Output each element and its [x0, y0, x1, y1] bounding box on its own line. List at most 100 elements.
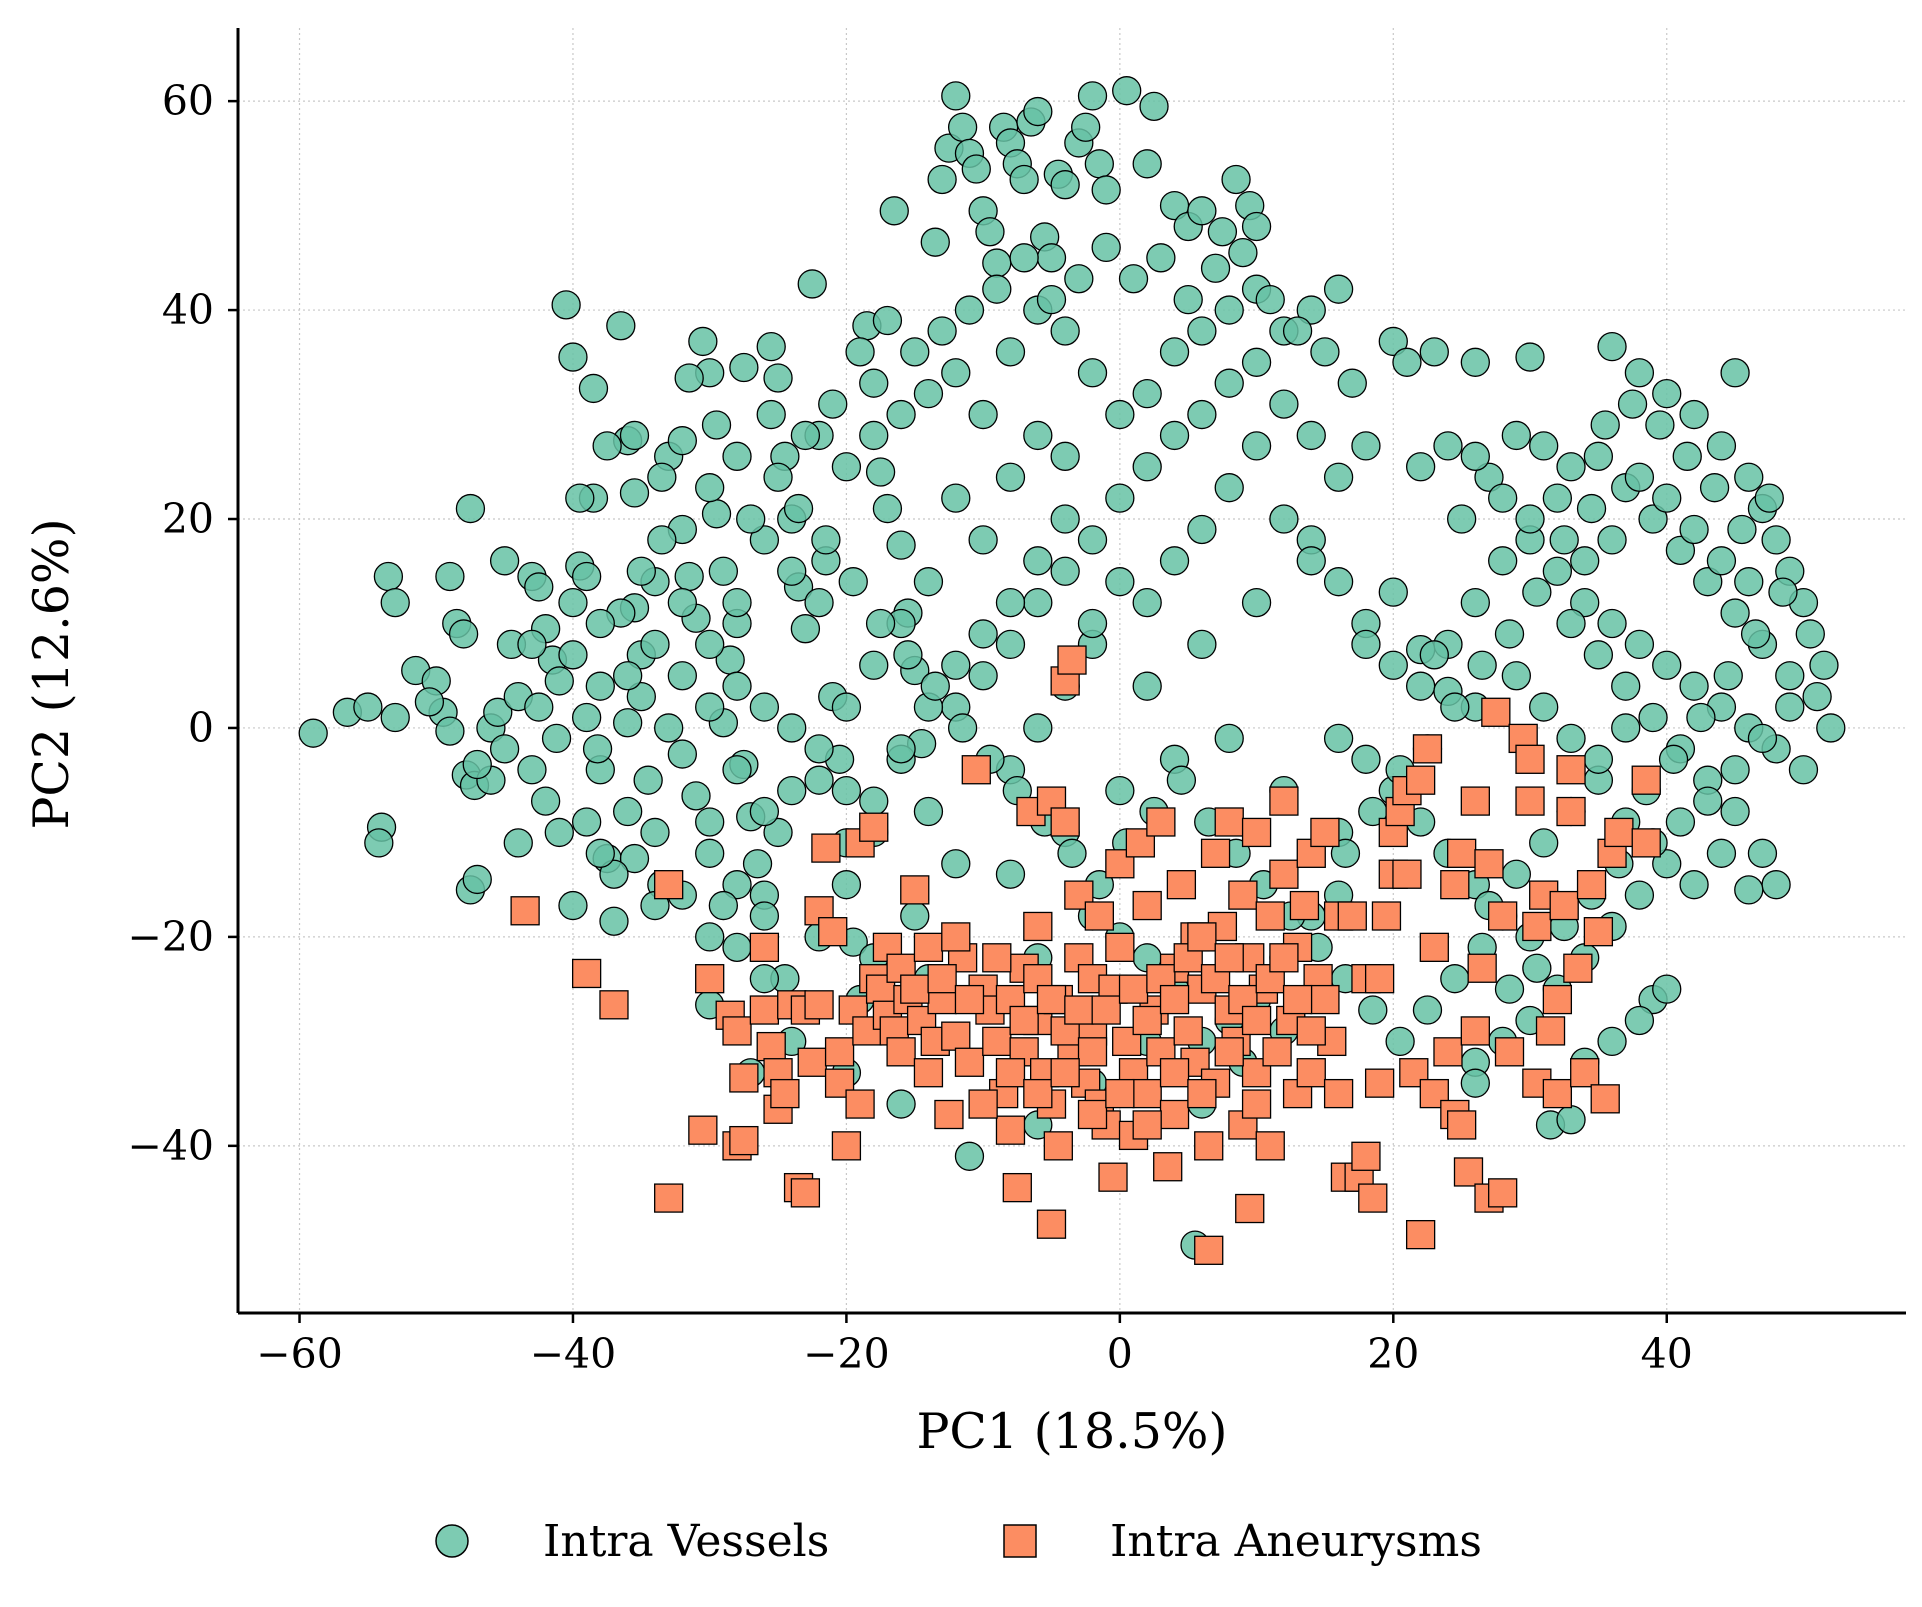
point-intra-vessels — [1036, 243, 1067, 273]
point-intra-aneurysms — [770, 1078, 800, 1109]
point-intra-vessels — [613, 661, 643, 691]
point-intra-vessels — [1720, 755, 1750, 785]
point-intra-vessels — [1570, 587, 1600, 618]
point-intra-aneurysms — [1255, 901, 1285, 931]
point-intra-vessels — [571, 807, 602, 837]
point-intra-aneurysms — [749, 932, 780, 962]
point-intra-vessels — [380, 702, 410, 733]
point-intra-vessels — [722, 441, 752, 471]
point-intra-vessels — [1816, 713, 1846, 743]
point-intra-vessels — [1091, 232, 1121, 263]
point-intra-vessels — [1351, 431, 1381, 461]
point-intra-vessels — [1645, 410, 1675, 440]
point-intra-vessels — [1809, 650, 1839, 680]
point-intra-vessels — [1522, 953, 1552, 983]
point-intra-vessels — [865, 608, 896, 639]
point-intra-aneurysms — [1323, 1078, 1354, 1109]
point-intra-vessels — [818, 389, 848, 419]
point-intra-aneurysms — [695, 964, 725, 994]
point-intra-aneurysms — [1289, 890, 1320, 921]
point-intra-vessels — [1693, 786, 1723, 816]
point-intra-aneurysms — [1132, 1110, 1162, 1140]
point-intra-vessels — [961, 154, 991, 184]
point-intra-vessels — [1597, 331, 1627, 362]
point-intra-vessels — [1187, 196, 1217, 226]
point-intra-vessels — [647, 525, 677, 555]
point-intra-vessels — [886, 530, 916, 560]
point-intra-vessels — [865, 457, 896, 487]
point-intra-vessels — [1269, 504, 1299, 534]
point-intra-vessels — [1775, 661, 1805, 691]
point-intra-vessels — [1693, 567, 1723, 597]
point-intra-aneurysms — [934, 1099, 964, 1130]
point-intra-aneurysms — [941, 922, 971, 952]
point-intra-aneurysms — [913, 932, 944, 962]
point-intra-vessels — [893, 640, 923, 670]
point-intra-vessels — [1105, 483, 1135, 513]
point-intra-vessels — [1214, 295, 1244, 325]
point-intra-vessels — [1768, 577, 1798, 607]
point-intra-aneurysms — [1549, 890, 1579, 921]
point-intra-vessels — [708, 890, 739, 921]
point-intra-vessels — [1597, 525, 1627, 555]
point-intra-vessels — [613, 796, 643, 827]
point-intra-aneurysms — [1358, 1183, 1388, 1213]
point-intra-aneurysms — [1371, 901, 1402, 931]
point-intra-aneurysms — [900, 974, 930, 1004]
point-intra-vessels — [968, 525, 998, 555]
point-intra-vessels — [558, 640, 588, 670]
point-intra-vessels — [1385, 1026, 1415, 1057]
point-intra-vessels — [1269, 389, 1299, 419]
point-intra-vessels — [872, 493, 903, 524]
point-intra-aneurysms — [1447, 838, 1477, 868]
point-intra-aneurysms — [729, 1125, 759, 1156]
point-intra-vessels — [654, 713, 684, 743]
x-tick-label: −40 — [530, 1330, 617, 1378]
point-intra-aneurysms — [1132, 890, 1162, 921]
point-intra-aneurysms — [1405, 1219, 1436, 1250]
point-intra-vessels — [954, 1141, 985, 1171]
point-intra-vessels — [1207, 217, 1238, 247]
point-intra-vessels — [1105, 399, 1135, 430]
point-intra-aneurysms — [688, 1115, 718, 1145]
point-intra-vessels — [941, 81, 971, 111]
point-intra-aneurysms — [941, 1021, 971, 1051]
point-intra-vessels — [749, 796, 780, 827]
point-intra-vessels — [1488, 546, 1518, 576]
point-intra-aneurysms — [1542, 1078, 1573, 1109]
point-intra-vessels — [1447, 504, 1477, 534]
point-intra-vessels — [599, 859, 629, 889]
point-intra-vessels — [1679, 514, 1709, 545]
point-intra-vessels — [1624, 629, 1655, 660]
point-intra-aneurysms — [1077, 1037, 1108, 1067]
point-intra-vessels — [1679, 870, 1709, 900]
point-intra-vessels — [1221, 164, 1251, 195]
point-intra-aneurysms — [1241, 817, 1272, 848]
point-intra-aneurysms — [1091, 995, 1121, 1025]
point-intra-aneurysms — [1364, 964, 1395, 994]
point-intra-aneurysms — [1556, 796, 1586, 827]
point-intra-aneurysms — [1194, 1131, 1224, 1161]
point-intra-aneurysms — [1146, 807, 1176, 837]
point-intra-vessels — [968, 661, 998, 691]
point-intra-vessels — [1617, 389, 1648, 419]
point-intra-aneurysms — [968, 1089, 998, 1119]
point-intra-vessels — [900, 901, 930, 931]
point-intra-vessels — [756, 399, 786, 430]
point-intra-vessels — [1405, 671, 1436, 701]
point-intra-vessels — [544, 666, 574, 696]
point-intra-vessels — [640, 817, 670, 848]
point-intra-vessels — [1023, 546, 1053, 576]
point-intra-vessels — [585, 671, 615, 701]
point-intra-aneurysms — [1159, 1099, 1190, 1130]
legend-marker-intra-aneurysms — [1003, 1524, 1037, 1558]
point-intra-vessels — [489, 546, 520, 576]
point-intra-vessels — [1494, 619, 1525, 649]
point-intra-aneurysms — [961, 755, 991, 785]
point-intra-vessels — [1412, 995, 1443, 1025]
point-intra-vessels — [1064, 264, 1094, 294]
point-intra-vessels — [530, 786, 561, 816]
x-axis-label: PC1 (18.5%) — [916, 1403, 1227, 1460]
point-intra-aneurysms — [1515, 786, 1545, 816]
point-intra-vessels — [1050, 441, 1080, 471]
